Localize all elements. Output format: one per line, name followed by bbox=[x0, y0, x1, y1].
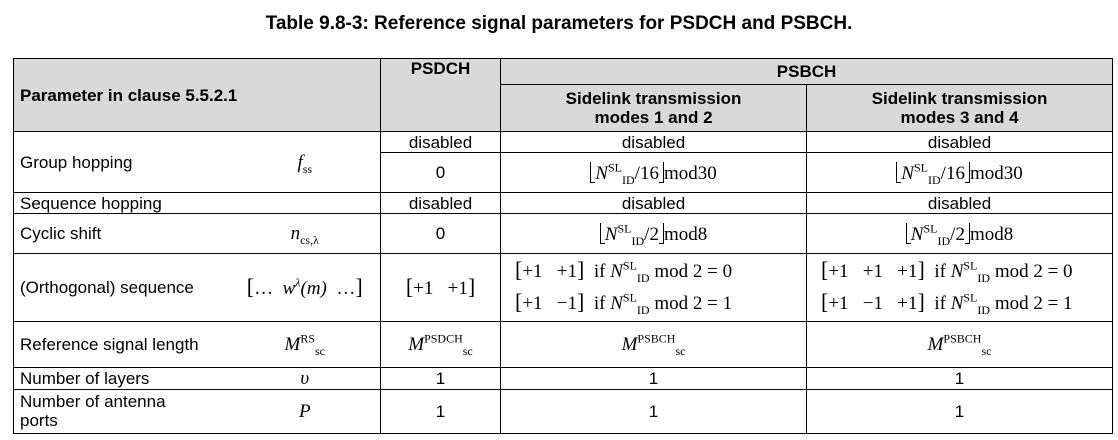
num-antenna-ports-m12: 1 bbox=[500, 388, 808, 435]
num-layers-symbol: υ bbox=[229, 366, 382, 390]
header-modes-3-4: Sidelink transmission modes 3 and 4 bbox=[806, 84, 1114, 133]
num-antenna-ports-m34: 1 bbox=[806, 388, 1114, 435]
num-antenna-ports-symbol: P bbox=[229, 388, 382, 435]
orthogonal-sequence-psdch: [+1 +1] bbox=[380, 252, 502, 322]
ref-signal-length-m34: MPSBCHsc bbox=[806, 320, 1114, 368]
sequence-hopping-m34: disabled bbox=[806, 192, 1114, 214]
orthogonal-sequence-m12: [+1 +1] if NSLID mod 2 = 0 [+1 −1] if NS… bbox=[500, 252, 808, 322]
ref-signal-length-psdch: MPSDCHsc bbox=[380, 320, 502, 368]
group-hopping-symbol: fss bbox=[229, 131, 382, 194]
header-psdch: PSDCH bbox=[380, 57, 502, 133]
reference-signal-table: Parameter in clause 5.5.2.1 PSDCH PSBCH … bbox=[12, 57, 1114, 435]
header-psbch: PSBCH bbox=[500, 57, 1114, 86]
ref-signal-length-label: Reference signal length bbox=[13, 320, 230, 368]
group-hopping-m12-formula: NSLID/16 mod30 bbox=[500, 152, 808, 194]
group-hopping-m34-status: disabled bbox=[806, 131, 1114, 154]
sequence-hopping-m12: disabled bbox=[500, 192, 808, 214]
cyclic-shift-m12-formula: NSLID/2 mod8 bbox=[500, 212, 808, 254]
cyclic-shift-label: Cyclic shift bbox=[13, 212, 230, 254]
group-hopping-psdch-value: 0 bbox=[380, 152, 502, 194]
cyclic-shift-m34-formula: NSLID/2 mod8 bbox=[806, 212, 1114, 254]
cyclic-shift-psdch: 0 bbox=[380, 212, 502, 254]
sequence-hopping-psdch: disabled bbox=[380, 192, 502, 214]
orthogonal-sequence-symbol: [… wλ(m) …] bbox=[229, 252, 382, 322]
orthogonal-sequence-label: (Orthogonal) sequence bbox=[13, 252, 230, 322]
group-hopping-label: Group hopping bbox=[13, 131, 230, 194]
table-caption: Table 9.8-3: Reference signal parameters… bbox=[265, 13, 853, 34]
group-hopping-psdch-status: disabled bbox=[380, 131, 502, 154]
num-layers-m12: 1 bbox=[500, 366, 808, 390]
header-modes-1-2: Sidelink transmission modes 1 and 2 bbox=[500, 84, 808, 133]
num-antenna-ports-psdch: 1 bbox=[380, 388, 502, 435]
sequence-hopping-label: Sequence hopping bbox=[12, 192, 382, 214]
ref-signal-length-m12: MPSBCHsc bbox=[500, 320, 808, 368]
group-hopping-m34-formula: NSLID/16 mod30 bbox=[806, 152, 1114, 194]
num-layers-m34: 1 bbox=[806, 366, 1114, 390]
cyclic-shift-symbol: ncs,λ bbox=[229, 212, 382, 254]
orthogonal-sequence-m34: [+1 +1 +1] if NSLID mod 2 = 0 [+1 −1 +1]… bbox=[806, 252, 1114, 322]
group-hopping-m12-status: disabled bbox=[500, 131, 808, 154]
num-layers-label: Number of layers bbox=[13, 366, 230, 390]
num-antenna-ports-label: Number of antenna ports bbox=[13, 388, 230, 435]
header-parameter: Parameter in clause 5.5.2.1 bbox=[12, 57, 382, 133]
num-layers-psdch: 1 bbox=[380, 366, 502, 390]
ref-signal-length-symbol: MRSsc bbox=[229, 320, 382, 368]
